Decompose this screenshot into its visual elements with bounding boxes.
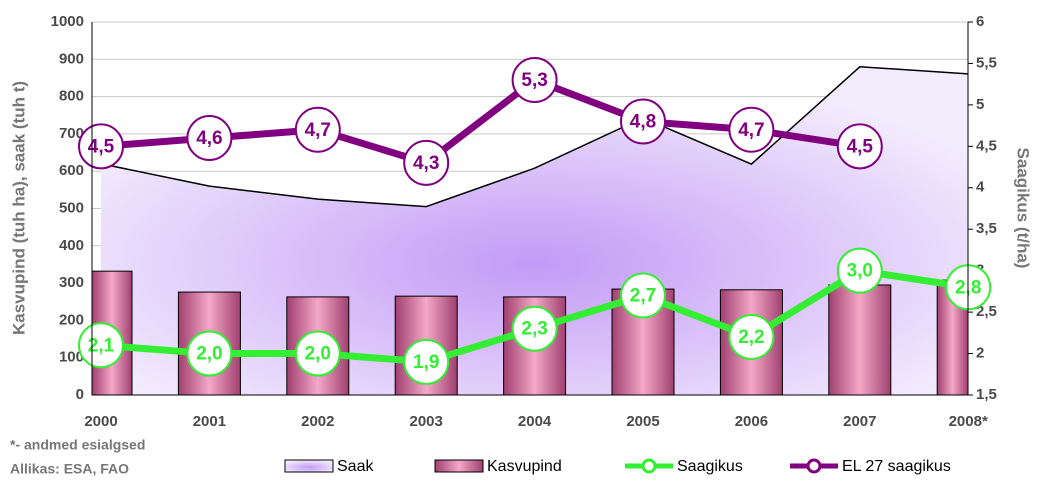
x-tick-label: 2006 [735, 413, 768, 430]
legend-label: Kasvupind [487, 458, 562, 475]
y2-axis-title: Saagikus (t/ha) [1014, 148, 1033, 269]
x-tick-label: 2008* [949, 413, 988, 430]
marker [294, 330, 341, 377]
data-label: 2,0 [305, 344, 331, 365]
y2-tick-label: 1,5 [976, 386, 997, 403]
y2-tick-label: 2 [976, 345, 984, 362]
y2-tick-label: 4 [976, 179, 985, 196]
x-tick-label: 2000 [84, 413, 117, 430]
marker [403, 338, 450, 385]
marker [78, 322, 124, 369]
bar [828, 284, 892, 396]
legend-swatch [806, 458, 822, 474]
marker [78, 123, 124, 170]
y-tick-label: 500 [59, 199, 84, 216]
data-label: 2,2 [738, 327, 764, 348]
data-label: 3,0 [847, 261, 873, 282]
data-label: 4,7 [305, 120, 331, 141]
y2-tick-label: 2,5 [976, 303, 997, 320]
y2-tick-label: 4,5 [976, 137, 997, 154]
legend-swatch [434, 459, 484, 473]
x-tick-label: 2002 [301, 413, 334, 430]
y-tick-label: 0 [76, 386, 84, 403]
x-tick-label: 2001 [193, 413, 226, 430]
marker [511, 57, 558, 104]
y-axis-title: Kasvupind (tuh ha), saak (tuh t) [9, 81, 28, 335]
y-tick-label: 300 [59, 274, 84, 291]
y2-tick-label: 3,5 [976, 220, 997, 237]
marker [511, 305, 558, 352]
marker [836, 247, 883, 294]
note: Allikas: ESA, FAO [10, 461, 129, 477]
marker [403, 139, 450, 186]
legend-swatch [641, 458, 657, 474]
y-tick-label: 1000 [51, 13, 84, 30]
marker [728, 313, 775, 360]
marker [620, 272, 666, 319]
note: *- andmed esialgsed [10, 437, 145, 453]
marker [186, 330, 233, 377]
y-tick-label: 200 [59, 311, 84, 328]
legend-label: Saak [337, 458, 374, 475]
data-label: 4,6 [196, 128, 222, 149]
marker [186, 115, 233, 162]
data-label: 2,0 [196, 344, 222, 365]
y-tick-label: 100 [59, 349, 84, 366]
marker [728, 106, 775, 153]
data-label: 1,9 [413, 352, 439, 373]
y2-tick-label: 5,5 [976, 54, 997, 71]
legend-swatch [284, 459, 334, 473]
data-label: 4,7 [738, 120, 764, 141]
x-tick-label: 2004 [518, 413, 552, 430]
area-line [100, 65, 969, 208]
marker [620, 98, 666, 145]
data-label: 4,5 [88, 136, 115, 157]
data-label: 5,3 [521, 70, 547, 91]
x-tick-label: 2003 [410, 413, 443, 430]
y-tick-label: 800 [59, 88, 84, 105]
y-tick-label: 600 [59, 162, 84, 179]
legend-label: EL 27 saagikus [842, 458, 951, 475]
legend-label: Saagikus [677, 458, 743, 475]
data-label: 4,5 [847, 136, 874, 157]
marker [836, 123, 883, 170]
y-tick-label: 700 [59, 125, 84, 142]
x-tick-label: 2005 [626, 413, 659, 430]
data-label: 4,3 [413, 153, 439, 174]
y2-tick-label: 6 [976, 13, 984, 30]
x-tick-label: 2007 [843, 413, 876, 430]
data-label: 2,1 [88, 335, 115, 356]
y-tick-label: 900 [59, 50, 84, 67]
data-label: 2,7 [630, 286, 656, 307]
data-label: 4,8 [630, 111, 656, 132]
marker [294, 106, 341, 153]
data-label: 2,3 [521, 319, 547, 340]
y2-tick-label: 5 [976, 96, 984, 113]
y-tick-label: 400 [59, 237, 84, 254]
